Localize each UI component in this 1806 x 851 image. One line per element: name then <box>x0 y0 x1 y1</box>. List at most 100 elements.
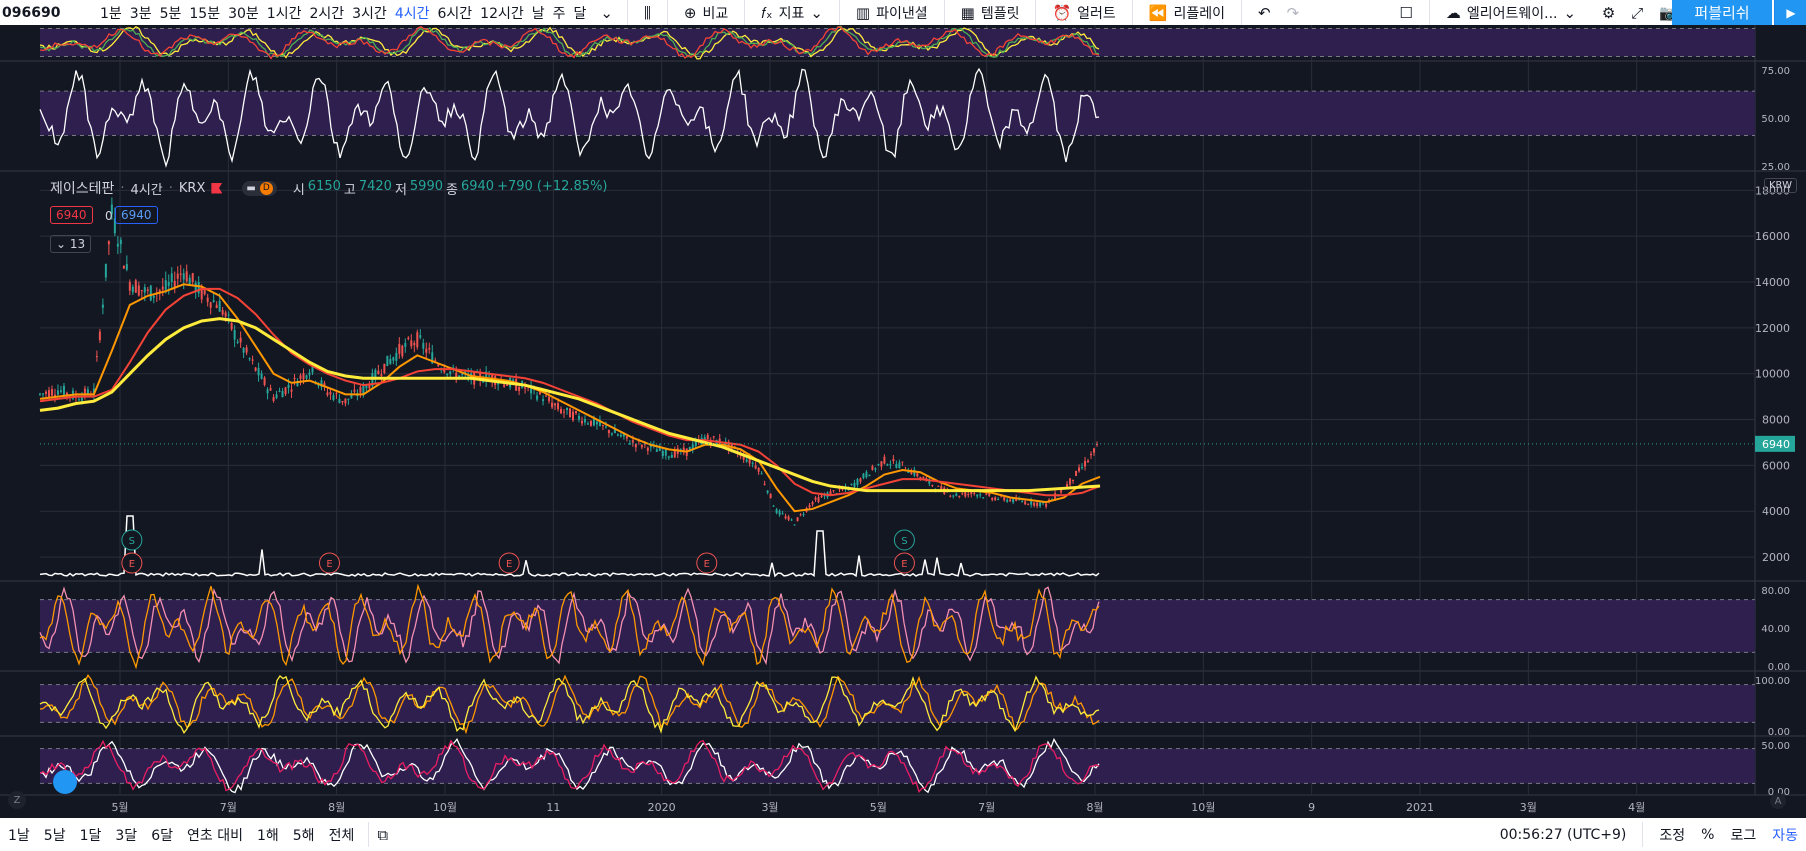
candle-body <box>781 513 784 515</box>
fullscreen-button[interactable]: ⤢ <box>1623 4 1651 22</box>
candle-body <box>706 434 709 439</box>
candle-body <box>694 441 697 447</box>
candle-body <box>754 465 757 469</box>
auto-button[interactable]: 자동 <box>1772 827 1798 844</box>
replay-button[interactable]: ⏪ 리플레이 <box>1141 3 1233 23</box>
timeframe-3[interactable]: 15분 <box>189 5 221 22</box>
tradingview-logo-icon <box>53 770 77 794</box>
timeframe-0[interactable]: 1분 <box>100 5 122 22</box>
range-4[interactable]: 6달 <box>151 827 173 844</box>
range-8[interactable]: 전체 <box>328 827 355 844</box>
adjust-button[interactable]: 조정 <box>1659 827 1686 844</box>
candle-body <box>604 426 607 428</box>
candle-body <box>634 443 637 448</box>
range-0[interactable]: 1날 <box>8 827 30 844</box>
redo-icon: ↷ <box>1286 3 1300 22</box>
chevron-down-icon[interactable]: ⌄ <box>600 3 613 22</box>
redo-button[interactable]: ↷ <box>1279 4 1308 22</box>
compare-button[interactable]: ⊕ 비교 <box>676 3 736 23</box>
change-value: +790 (+12.85%) <box>497 178 608 194</box>
timeframe-13[interactable]: 달 <box>573 5 587 22</box>
timeframe-1[interactable]: 3분 <box>129 5 152 22</box>
symbol-search[interactable]: 096690 <box>2 4 61 21</box>
price-tick-label: 8000 <box>1762 414 1790 427</box>
range-6[interactable]: 1해 <box>256 827 279 844</box>
candle-body <box>50 389 53 396</box>
candle-body <box>670 454 673 458</box>
alert-button[interactable]: ⏰ 얼러트 <box>1044 3 1123 23</box>
candle-body <box>335 393 338 395</box>
templates-button[interactable]: ▦ 템플릿 <box>953 3 1028 23</box>
timeframe-4[interactable]: 30분 <box>228 5 259 22</box>
time-tick-label: 11 <box>546 801 560 814</box>
candle-body <box>949 495 952 497</box>
chart-type-button[interactable]: ⫼ <box>636 4 659 22</box>
candle-body <box>661 450 664 457</box>
candle-body <box>616 434 619 436</box>
candle-body <box>760 473 763 475</box>
candle-body <box>257 367 260 376</box>
settings-button[interactable]: ⚙ <box>1594 4 1623 22</box>
stoch-pane-tick: 0.00 <box>1768 662 1790 673</box>
clock[interactable]: 00:56:27 (UTC+9) <box>1499 826 1627 843</box>
range-7[interactable]: 5해 <box>292 827 315 844</box>
timeframe-5[interactable]: 1시간 <box>266 5 302 22</box>
event-marker <box>696 552 718 574</box>
legend-exchange: KRX <box>178 180 206 196</box>
candle-body <box>44 391 47 394</box>
publish-button[interactable]: 퍼블리쉬 <box>1672 0 1772 25</box>
range-2[interactable]: 1달 <box>79 827 102 844</box>
candle-body <box>883 456 886 464</box>
indicators-collapse-toggle[interactable]: ⌄ 13 <box>50 235 92 253</box>
indicators-label: 지표 <box>778 5 805 22</box>
candle-body <box>1003 497 1006 501</box>
timeframe-10[interactable]: 12시간 <box>480 5 524 22</box>
indicators-button[interactable]: 𝑓ₓ 지표 ⌄ <box>753 3 831 23</box>
layout-menu[interactable]: ☁ 엘리어트웨이... ⌄ <box>1438 3 1594 23</box>
candle-body <box>545 395 548 397</box>
play-button[interactable]: ▶ <box>1774 0 1806 25</box>
toolbar-divider <box>1241 0 1242 25</box>
auto-scale-toggle[interactable]: A <box>1770 793 1786 809</box>
candle-body <box>437 364 440 366</box>
timeframe-11[interactable]: 날 <box>531 5 545 22</box>
candle-body <box>841 488 844 490</box>
event-marker <box>498 552 520 574</box>
timeframe-2[interactable]: 5분 <box>159 5 182 22</box>
financials-label: 파이낸셜 <box>876 5 928 22</box>
timeframe-9[interactable]: 6시간 <box>437 5 473 22</box>
range-1[interactable]: 5날 <box>43 827 66 844</box>
candle-body <box>107 241 110 245</box>
toolbar-divider <box>1642 822 1644 847</box>
stoch-pane-line-0 <box>39 586 1100 666</box>
candle-body <box>422 343 425 349</box>
data-status-pill[interactable]: ▬ D <box>242 180 277 196</box>
price-tick-label: 10000 <box>1755 368 1790 381</box>
financials-button[interactable]: ▥ 파이낸셜 <box>848 3 936 23</box>
fullscreen-square-button[interactable]: ☐ <box>1391 4 1420 22</box>
candle-body <box>218 300 221 312</box>
range-3[interactable]: 3달 <box>115 827 138 844</box>
chart-area[interactable]: 5월 7월 8월 10월 11 2020 3월 5월 7월 8월 10월 9 2021 3월 4월 18000… <box>0 25 1806 818</box>
candle-body <box>299 375 302 379</box>
osc3-pane-tick: 100.00 <box>1755 676 1790 687</box>
undo-button[interactable]: ↶ <box>1250 4 1279 22</box>
candle-body <box>485 371 488 382</box>
timeframe-8[interactable]: 4시간 <box>394 5 430 22</box>
timeframe-7[interactable]: 3시간 <box>352 5 387 22</box>
z-toggle[interactable]: Z <box>8 791 26 809</box>
date-range-icon[interactable]: ⧉ <box>377 825 389 844</box>
timeframe-12[interactable]: 주 <box>552 5 566 22</box>
candle-body <box>1084 460 1087 467</box>
timeframe-6[interactable]: 2시간 <box>309 5 345 22</box>
minus-icon: ▬ <box>246 182 256 194</box>
candle-body <box>886 464 889 466</box>
candle-body <box>266 389 269 394</box>
time-tick-label: 2021 <box>1406 801 1434 814</box>
percent-button[interactable]: % <box>1701 826 1715 843</box>
range-5[interactable]: 연초 대비 <box>186 827 243 844</box>
candle-body <box>188 277 191 285</box>
candle-body <box>281 391 284 398</box>
log-button[interactable]: 로그 <box>1730 827 1757 844</box>
currency-label[interactable]: KRW <box>1764 178 1797 193</box>
